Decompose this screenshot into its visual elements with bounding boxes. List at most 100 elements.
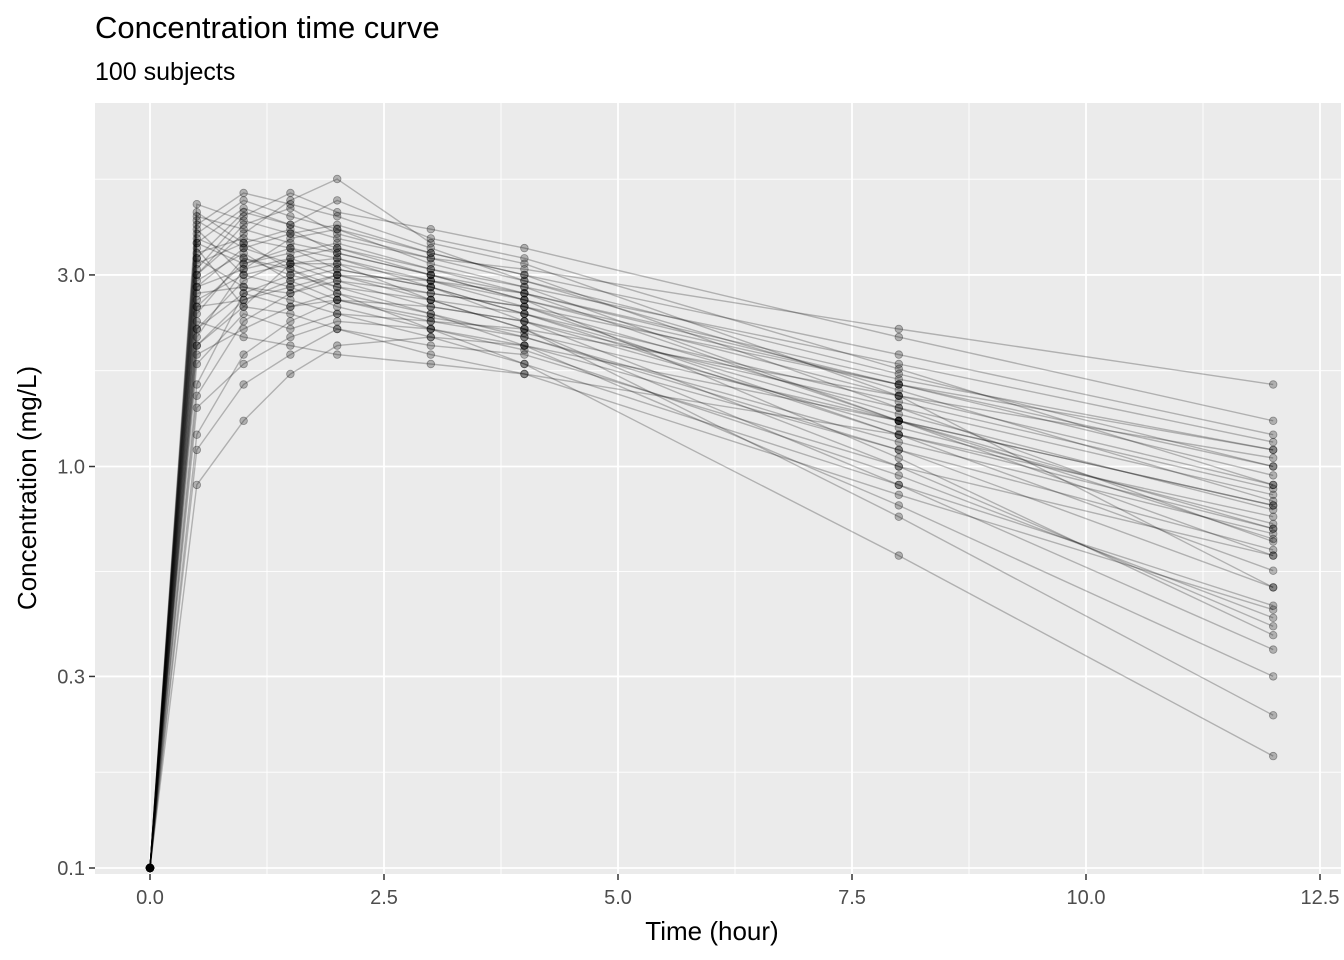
data-point — [426, 350, 435, 359]
subject-line — [149, 292, 1274, 869]
subject-series — [145, 243, 1278, 873]
data-point — [192, 403, 201, 412]
subject-series — [145, 289, 1278, 873]
data-point — [239, 276, 248, 285]
data-point — [333, 224, 342, 234]
data-point — [239, 188, 248, 198]
subject-line — [149, 268, 1274, 869]
data-point — [286, 270, 295, 280]
data-point — [286, 282, 295, 292]
data-point — [286, 254, 295, 263]
subject-line — [149, 210, 1274, 869]
subject-series — [145, 199, 1278, 873]
data-point — [426, 359, 435, 369]
subject-series — [145, 276, 1278, 873]
subject-series — [145, 234, 1278, 873]
data-point — [333, 302, 342, 311]
data-point — [192, 324, 201, 334]
subject-series — [145, 174, 1278, 873]
data-point — [894, 380, 903, 389]
data-point — [286, 224, 295, 234]
data-point — [426, 309, 435, 318]
data-point — [426, 270, 435, 280]
data-point — [894, 430, 903, 439]
data-point — [145, 863, 155, 873]
subject-series — [145, 220, 1278, 873]
subject-series — [145, 238, 1278, 873]
subject-line — [149, 262, 1274, 869]
data-point — [894, 501, 903, 510]
data-point — [239, 359, 248, 369]
subject-series — [145, 188, 1278, 873]
data-point — [333, 248, 342, 258]
data-point — [1268, 645, 1278, 654]
data-point — [1268, 501, 1278, 510]
data-point — [192, 289, 201, 298]
y-tick-label: 0.1 — [57, 858, 85, 880]
data-point — [286, 270, 295, 280]
data-point — [333, 259, 342, 268]
data-point — [239, 238, 248, 248]
subject-line — [149, 292, 1274, 869]
data-point — [192, 480, 201, 490]
data-point — [145, 863, 155, 873]
data-point — [239, 248, 248, 258]
data-point — [1268, 534, 1278, 544]
data-point — [520, 259, 529, 268]
data-point — [145, 863, 155, 873]
subject-series — [145, 270, 1278, 873]
data-point — [192, 332, 201, 342]
data-point — [192, 229, 201, 238]
data-point — [333, 276, 342, 285]
subject-line — [149, 207, 1274, 869]
data-point — [1268, 524, 1278, 533]
data-point — [520, 332, 529, 342]
data-point — [239, 416, 248, 425]
subject-series — [145, 324, 1278, 873]
data-point — [145, 863, 155, 873]
data-point — [192, 248, 201, 258]
data-point — [520, 341, 529, 350]
data-point — [426, 243, 435, 253]
data-point — [239, 238, 248, 248]
x-tick-label: 7.5 — [838, 887, 866, 909]
data-point — [894, 380, 903, 389]
data-point — [333, 259, 342, 268]
data-point — [192, 238, 201, 248]
data-point — [520, 317, 529, 326]
data-point — [426, 332, 435, 342]
data-point — [192, 216, 201, 225]
y-axis-title: Concentration (mg/L) — [12, 366, 42, 610]
data-point — [520, 302, 529, 311]
subject-series — [145, 317, 1278, 873]
data-point — [426, 254, 435, 263]
data-point — [192, 302, 201, 311]
data-point — [894, 462, 903, 471]
data-point — [192, 341, 201, 350]
subject-line — [149, 199, 1274, 869]
data-point — [1268, 445, 1278, 455]
data-point — [145, 863, 155, 873]
y-tick-label: 1.0 — [57, 457, 85, 479]
data-point — [192, 309, 201, 318]
major-gridlines — [95, 103, 1341, 874]
data-point — [239, 234, 248, 243]
data-point — [520, 302, 529, 311]
x-tick-label: 12.5 — [1301, 887, 1340, 909]
subject-line — [149, 237, 1274, 869]
data-point — [894, 423, 903, 432]
data-point — [333, 282, 342, 292]
subject-line — [149, 320, 1274, 869]
subject-line — [149, 242, 1274, 869]
subject-series — [145, 265, 1278, 873]
data-point — [239, 259, 248, 268]
data-point — [520, 332, 529, 342]
data-point — [192, 350, 201, 359]
subject-series — [145, 188, 1278, 873]
data-point — [145, 863, 155, 873]
data-point — [286, 188, 295, 198]
data-point — [239, 265, 248, 274]
data-point — [145, 863, 155, 873]
data-point — [239, 270, 248, 280]
subject-line — [149, 228, 1274, 869]
